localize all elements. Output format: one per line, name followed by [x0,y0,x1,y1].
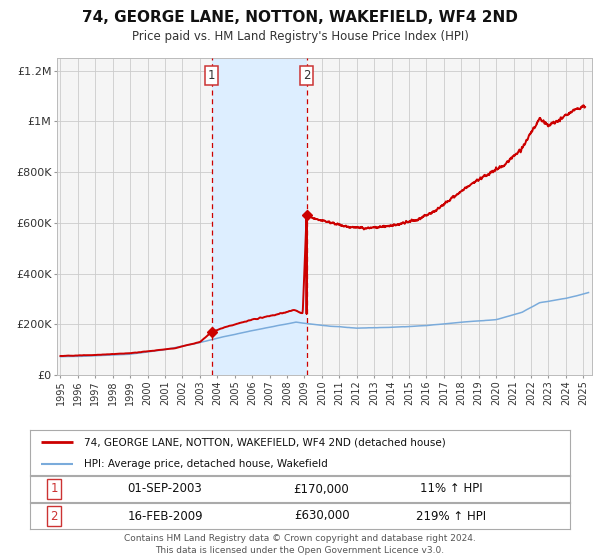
Text: HPI: Average price, detached house, Wakefield: HPI: Average price, detached house, Wake… [84,459,328,469]
Text: This data is licensed under the Open Government Licence v3.0.: This data is licensed under the Open Gov… [155,546,445,555]
Text: 1: 1 [50,483,58,496]
Bar [212,58,307,375]
Text: 11% ↑ HPI: 11% ↑ HPI [420,483,482,496]
Text: Price paid vs. HM Land Registry's House Price Index (HPI): Price paid vs. HM Land Registry's House … [131,30,469,43]
Text: Contains HM Land Registry data © Crown copyright and database right 2024.: Contains HM Land Registry data © Crown c… [124,534,476,543]
Text: 74, GEORGE LANE, NOTTON, WAKEFIELD, WF4 2ND: 74, GEORGE LANE, NOTTON, WAKEFIELD, WF4 … [82,10,518,25]
Text: 16-FEB-2009: 16-FEB-2009 [127,510,203,522]
Text: £170,000: £170,000 [294,483,349,496]
Text: 219% ↑ HPI: 219% ↑ HPI [416,510,486,522]
Text: 2: 2 [50,510,58,522]
Text: 1: 1 [208,69,215,82]
Text: £630,000: £630,000 [294,510,349,522]
Text: 74, GEORGE LANE, NOTTON, WAKEFIELD, WF4 2ND (detached house): 74, GEORGE LANE, NOTTON, WAKEFIELD, WF4 … [84,437,446,447]
Text: 2: 2 [303,69,310,82]
Text: 01-SEP-2003: 01-SEP-2003 [128,483,202,496]
